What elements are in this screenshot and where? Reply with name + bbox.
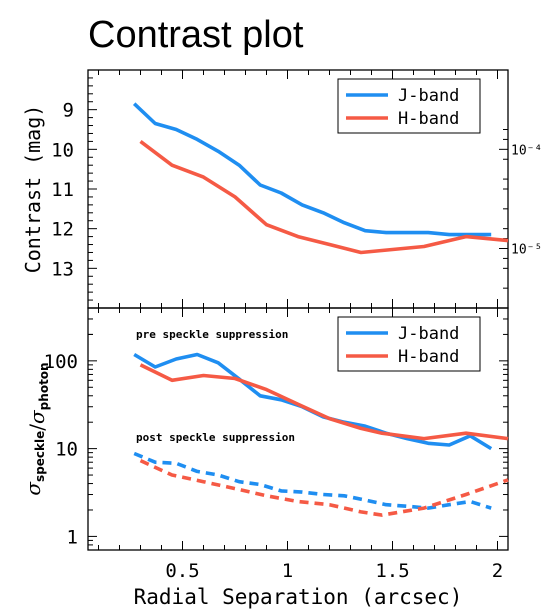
legend-label-h-band: H-band <box>398 109 459 129</box>
y-tick-label: 12 <box>51 219 74 241</box>
series-line-post-j-band <box>133 451 492 510</box>
y-tick-label: 11 <box>51 179 74 201</box>
legend-label-j-band: J-band <box>398 324 459 344</box>
legend-label-h-band: H-band <box>398 347 459 367</box>
legend-box <box>337 78 481 134</box>
x-axis-label: Radial Separation (arcsec) <box>134 585 463 609</box>
y-tick-label: 100 <box>44 351 78 373</box>
legend-label-j-band: J-band <box>398 86 459 106</box>
bottom-panel-frame <box>87 307 509 551</box>
x-tick-label: 0.5 <box>165 560 199 582</box>
y-tick-label: 9 <box>63 100 74 122</box>
y-tick-label: 1 <box>67 526 78 548</box>
series-line-post-h-band <box>139 458 509 517</box>
y-tick-label: 13 <box>51 258 74 280</box>
series-layer <box>132 102 509 517</box>
legend-box <box>337 316 481 372</box>
panel-frames <box>87 69 509 551</box>
series-line-top-h-band <box>139 139 509 255</box>
annotation-pre: pre speckle suppression <box>136 328 288 341</box>
right-axis-tick-label: 10⁻⁴ <box>511 143 542 158</box>
annotation-post: post speckle suppression <box>136 431 295 444</box>
y-axis-label-top: Contrast (mag) <box>21 105 45 274</box>
y-tick-label: 10 <box>55 439 78 461</box>
legends: J-band H-band J-band H-band <box>337 78 481 372</box>
x-tick-label: 1 <box>282 560 293 582</box>
series-line-pre-h-band <box>139 363 509 441</box>
axis-text: 9 10 11 12 13 10⁻⁴ 10⁻⁵ 1 10 100 0.5 1 1.5 2 Radial Se… <box>21 100 542 609</box>
series-line-top-j-band <box>132 102 492 237</box>
page-title: Contrast plot <box>88 14 304 56</box>
y-axis-label-bottom: σspeckle/σphoton <box>21 362 51 495</box>
x-tick-label: 2 <box>492 560 503 582</box>
right-axis-tick-label: 10⁻⁵ <box>511 243 542 258</box>
y-tick-label: 10 <box>51 139 74 161</box>
axis-ticks <box>88 70 508 551</box>
x-tick-label: 1.5 <box>375 560 409 582</box>
